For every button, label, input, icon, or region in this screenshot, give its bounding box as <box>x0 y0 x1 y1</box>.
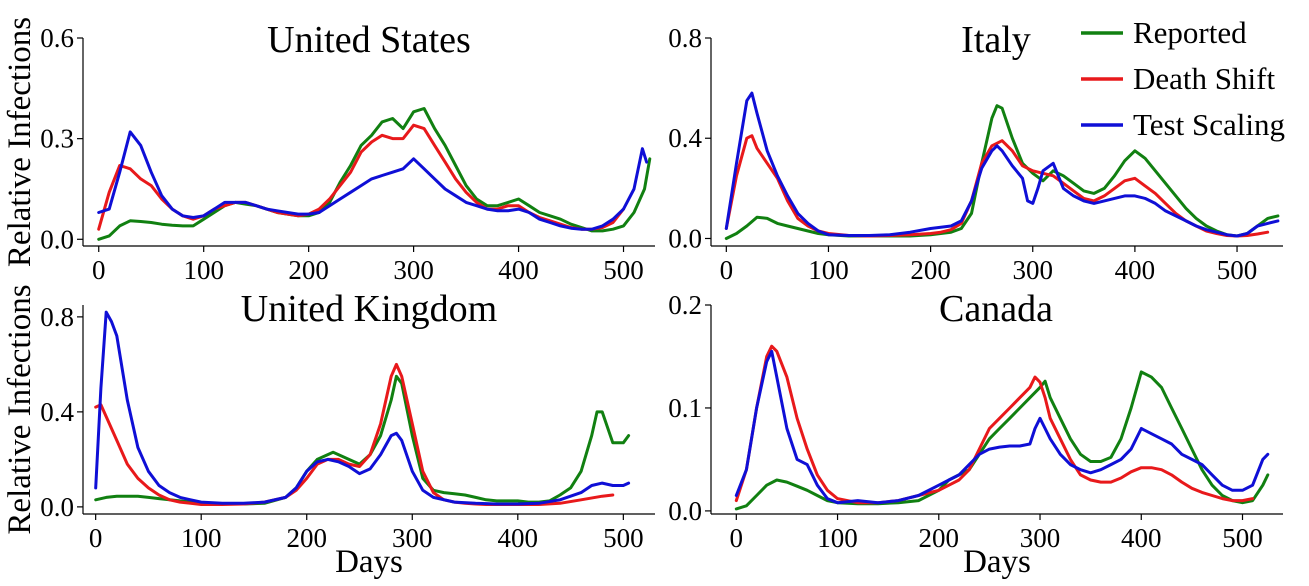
legend-label: Test Scaling <box>1133 107 1285 142</box>
panel-title: Italy <box>961 19 1031 61</box>
legend-item-death-shift: Death Shift <box>1081 61 1275 96</box>
y-tick-label: 0.6 <box>40 23 74 53</box>
panel-title: Canada <box>939 288 1053 330</box>
legend-label: Reported <box>1133 15 1247 50</box>
x-tick-label: 400 <box>1115 255 1156 285</box>
y-tick-label: 0.3 <box>40 124 74 154</box>
series-line-death-shift <box>734 344 1255 505</box>
x-tick-label: 0 <box>730 523 744 553</box>
x-tick-label: 100 <box>817 523 858 553</box>
series-line-death-shift <box>94 362 615 506</box>
y-tick-label: 0.8 <box>40 302 74 332</box>
x-tick-label: 300 <box>393 255 434 285</box>
x-tick-label: 300 <box>392 523 433 553</box>
series-line-test-scaling <box>734 349 1270 505</box>
x-tick-label: 200 <box>286 523 327 553</box>
y-tick-label: 0.0 <box>668 223 702 253</box>
y-tick-label: 0.0 <box>668 496 702 526</box>
y-tick-label: 0.8 <box>668 23 702 53</box>
panel-italy: 0.0 0.4 0.8 0 100 200 300 400 500 Italy <box>668 19 1283 285</box>
legend-item-reported: Reported <box>1081 15 1247 50</box>
x-axis-label: Days <box>963 544 1031 580</box>
x-tick-label: 100 <box>808 255 849 285</box>
y-tick-label: 0.1 <box>668 393 702 423</box>
y-axis-label: Relative Infections <box>2 284 38 534</box>
x-tick-label: 200 <box>910 255 951 285</box>
x-tick-label: 100 <box>181 523 222 553</box>
x-tick-label: 400 <box>498 255 539 285</box>
x-tick-label: 300 <box>1020 523 1061 553</box>
x-tick-label: 400 <box>498 523 539 553</box>
y-tick-label: 0.4 <box>668 123 702 153</box>
y-tick-label: 0.0 <box>40 224 74 254</box>
panel-title: United Kingdom <box>241 288 497 330</box>
x-tick-label: 500 <box>603 523 644 553</box>
y-tick-label: 0.0 <box>40 492 74 522</box>
series-line-reported <box>734 370 1270 511</box>
panel-canada: 0.0 0.1 0.2 0 100 200 300 400 500 Canada Days <box>668 288 1283 580</box>
x-tick-label: 200 <box>919 523 960 553</box>
x-tick-label: 500 <box>603 255 644 285</box>
panels: 0.0 0.3 0.6 0 100 200 300 400 500 United States Re… <box>2 17 1283 580</box>
legend: Reported Death Shift Test Scaling <box>1081 15 1285 142</box>
panel-title: United States <box>267 19 471 61</box>
x-tick-label: 100 <box>183 255 224 285</box>
y-tick-label: 0.2 <box>668 290 702 320</box>
y-tick-label: 0.4 <box>40 397 74 427</box>
x-tick-label: 200 <box>288 255 329 285</box>
series-line-reported <box>94 374 631 506</box>
x-tick-label: 300 <box>1013 255 1054 285</box>
series-line-test-scaling <box>97 130 649 231</box>
x-tick-label: 500 <box>1222 523 1263 553</box>
x-tick-label: 0 <box>89 523 103 553</box>
panel-united-states: 0.0 0.3 0.6 0 100 200 300 400 500 United States Re… <box>2 17 655 285</box>
legend-item-test-scaling: Test Scaling <box>1081 107 1285 142</box>
y-axis-label: Relative Infections <box>2 17 38 267</box>
x-tick-label: 400 <box>1121 523 1162 553</box>
series-line-test-scaling <box>724 91 1280 238</box>
panel-united-kingdom: 0.0 0.4 0.8 0 100 200 300 400 500 United Kingdom R… <box>2 284 655 580</box>
legend-label: Death Shift <box>1133 61 1275 96</box>
x-axis-label: Days <box>335 544 403 580</box>
series-line-test-scaling <box>94 310 631 506</box>
series-line-reported <box>97 107 652 241</box>
x-tick-label: 500 <box>1217 255 1258 285</box>
x-tick-label: 0 <box>92 255 106 285</box>
x-tick-label: 0 <box>720 255 734 285</box>
